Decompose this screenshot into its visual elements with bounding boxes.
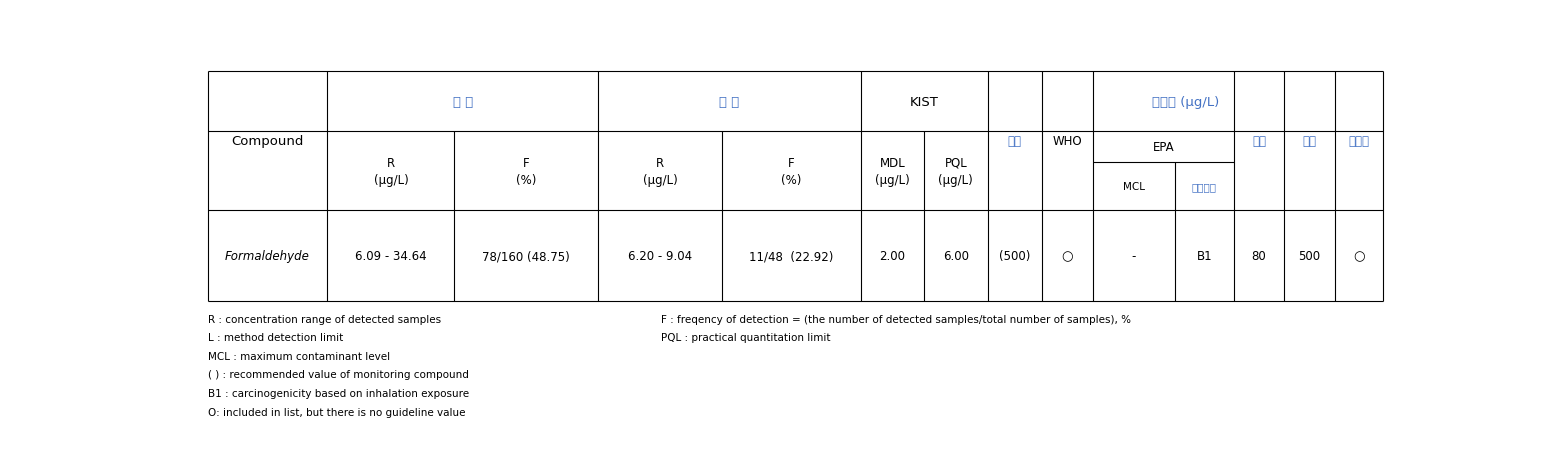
Text: (500): (500) — [999, 250, 1030, 263]
Text: O: included in list, but there is no guideline value: O: included in list, but there is no gui… — [207, 407, 465, 417]
Text: ○: ○ — [1062, 250, 1073, 263]
Text: L : method detection limit: L : method detection limit — [207, 332, 343, 343]
Text: WHO: WHO — [1053, 135, 1082, 148]
Text: B1: B1 — [1197, 250, 1212, 263]
Text: PQL
(μg/L): PQL (μg/L) — [938, 156, 974, 187]
Text: 6.00: 6.00 — [943, 250, 969, 263]
Text: MDL
(μg/L): MDL (μg/L) — [875, 156, 909, 187]
Text: EPA: EPA — [1153, 141, 1175, 154]
Text: F : freqency of detection = (the number of detected samples/total number of samp: F : freqency of detection = (the number … — [660, 314, 1130, 324]
Text: 6.20 - 9.04: 6.20 - 9.04 — [628, 250, 693, 263]
Text: PQL : practical quantitation limit: PQL : practical quantitation limit — [660, 332, 830, 343]
Text: R
(μg/L): R (μg/L) — [374, 156, 408, 187]
Text: MCL: MCL — [1122, 181, 1144, 192]
Text: 11/48  (22.92): 11/48 (22.92) — [748, 250, 833, 263]
Text: 500: 500 — [1299, 250, 1320, 263]
Text: 78/160 (48.75): 78/160 (48.75) — [482, 250, 570, 263]
Text: R : concentration range of detected samples: R : concentration range of detected samp… — [207, 314, 441, 324]
Text: 원 수: 원 수 — [719, 95, 739, 108]
Text: 정 수: 정 수 — [453, 95, 473, 108]
Text: 2.00: 2.00 — [880, 250, 906, 263]
Text: 한국: 한국 — [1008, 135, 1022, 148]
Text: Compound: Compound — [232, 135, 303, 148]
Text: ( ) : recommended value of monitoring compound: ( ) : recommended value of monitoring co… — [207, 369, 468, 380]
Text: 80: 80 — [1252, 250, 1266, 263]
Text: 캐나다: 캐나다 — [1348, 135, 1370, 148]
Text: 6.09 - 34.64: 6.09 - 34.64 — [356, 250, 427, 263]
Text: ○: ○ — [1353, 250, 1365, 263]
Text: 기준값 (μg/L): 기준값 (μg/L) — [1152, 95, 1218, 108]
Text: KIST: KIST — [909, 95, 938, 108]
Text: 호주: 호주 — [1302, 135, 1316, 148]
Text: Formaldehyde: Formaldehyde — [226, 250, 309, 263]
Text: MCL : maximum contaminant level: MCL : maximum contaminant level — [207, 351, 390, 361]
Text: F
(%): F (%) — [781, 156, 801, 187]
Text: R
(μg/L): R (μg/L) — [643, 156, 677, 187]
Text: 일본: 일본 — [1252, 135, 1266, 148]
Text: F
(%): F (%) — [516, 156, 536, 187]
Text: 발암고률: 발암고률 — [1192, 181, 1217, 192]
Text: B1 : carcinogenicity based on inhalation exposure: B1 : carcinogenicity based on inhalation… — [207, 388, 468, 398]
Text: -: - — [1132, 250, 1136, 263]
